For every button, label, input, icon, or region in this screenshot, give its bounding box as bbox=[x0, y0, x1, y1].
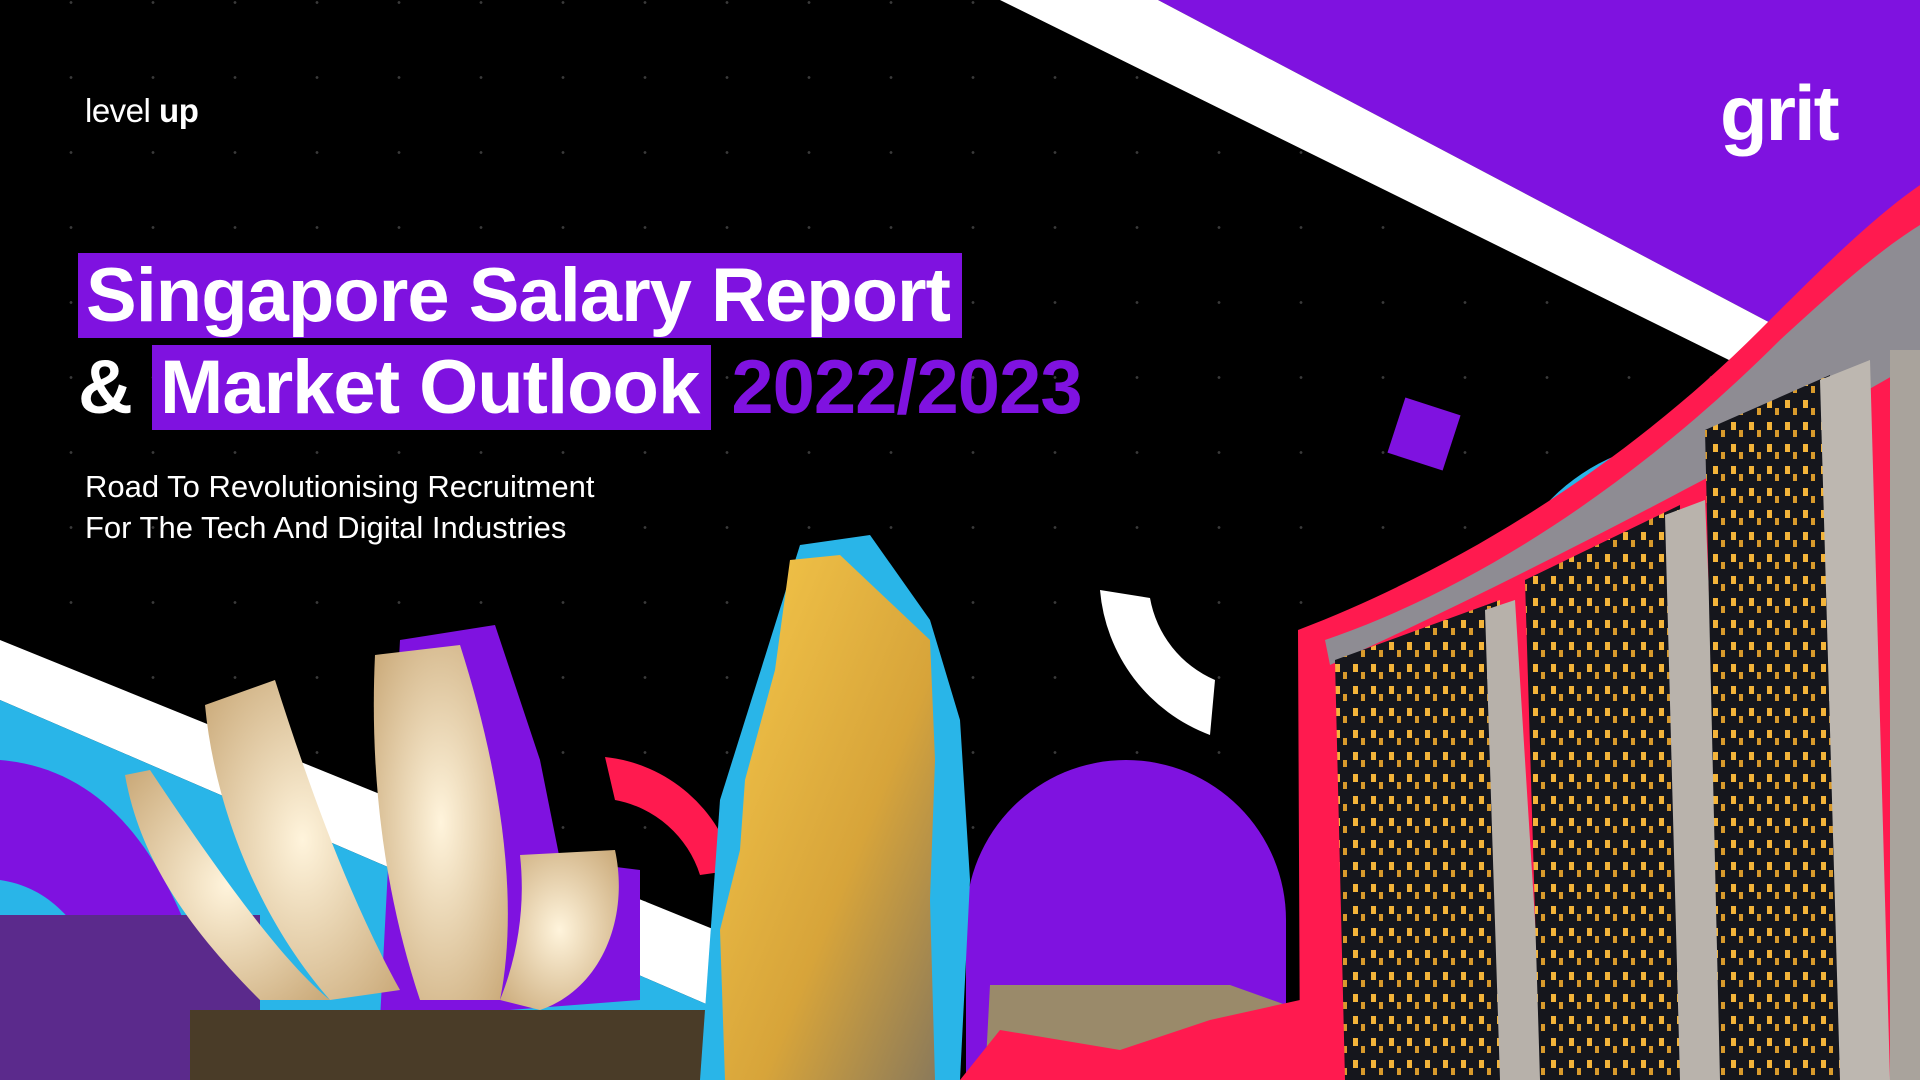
purple-square bbox=[1387, 397, 1461, 471]
title-line-2: Market Outlook bbox=[152, 345, 712, 430]
red-accent-bottom bbox=[960, 1000, 1300, 1080]
tower-1 bbox=[1335, 600, 1500, 1080]
purple-corner-shape bbox=[1158, 0, 1920, 357]
museum-base bbox=[190, 1010, 710, 1080]
white-diagonal-stripe bbox=[1000, 0, 1835, 400]
museum-petal-3 bbox=[373, 645, 508, 1000]
title-ampersand: & bbox=[78, 345, 133, 430]
tower-3-column bbox=[1820, 360, 1890, 1080]
skypark bbox=[1325, 225, 1920, 665]
subtitle-line-2: For The Tech And Digital Industries bbox=[85, 510, 567, 545]
tower-2 bbox=[1525, 505, 1680, 1080]
level-up-brand: level up bbox=[85, 92, 199, 129]
tower-1-column bbox=[1485, 600, 1545, 1080]
red-arc bbox=[605, 757, 735, 875]
title-line-1: Singapore Salary Report bbox=[78, 253, 962, 338]
tower-3 bbox=[1705, 375, 1840, 1080]
white-arc bbox=[1100, 590, 1215, 735]
page-title: Singapore Salary Report & Market Outlook… bbox=[78, 250, 1083, 434]
grit-logo: grit bbox=[1720, 69, 1840, 157]
tower-3-side bbox=[1890, 350, 1920, 1080]
title-year: 2022/2023 bbox=[731, 345, 1082, 430]
museum-petal-4 bbox=[500, 850, 619, 1010]
subtitle-line-1: Road To Revolutionising Recruitment bbox=[85, 469, 595, 504]
museum-petal-1 bbox=[125, 770, 330, 1000]
subtitle: Road To Revolutionising Recruitment For … bbox=[85, 466, 594, 548]
tower-2-column bbox=[1665, 500, 1730, 1080]
merlion-statue bbox=[720, 555, 935, 1080]
museum-petal-2 bbox=[205, 680, 400, 1000]
